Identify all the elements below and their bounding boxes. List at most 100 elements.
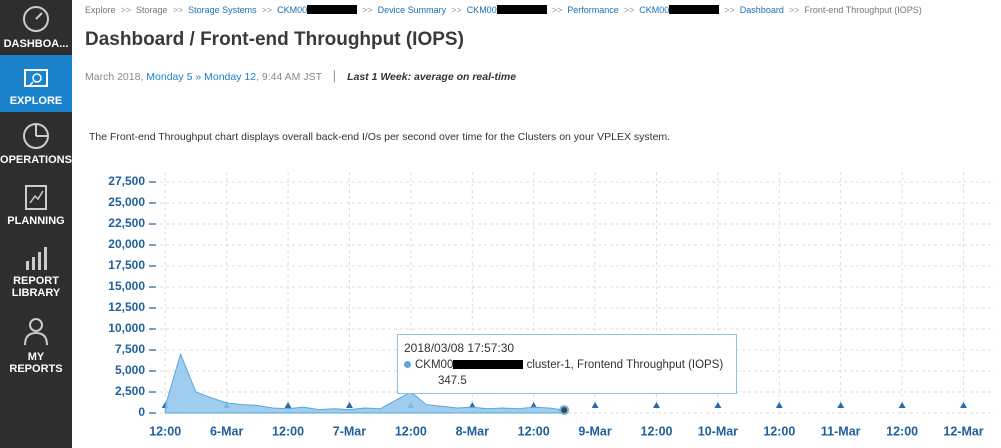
nav-label: DASHBOA...: [3, 38, 69, 50]
tooltip-value: 347.5: [438, 375, 467, 387]
tooltip-dot: [404, 361, 411, 368]
breadcrumb[interactable]: Device Summary: [377, 5, 447, 15]
x-tick-label: 8-Mar: [456, 424, 489, 438]
nav-label: REPORT LIBRARY: [11, 275, 61, 299]
breadcrumb[interactable]: Performance: [567, 5, 619, 15]
x-tick: [714, 402, 722, 408]
nav-label: MY REPORTS: [9, 351, 63, 375]
y-tick-label: 0: [138, 405, 145, 419]
nav-label: PLANNING: [7, 215, 65, 227]
nav-item[interactable]: EXPLORE: [0, 55, 72, 112]
tooltip-device: CKM00: [415, 359, 454, 371]
separator: >>: [261, 5, 273, 15]
y-tick-label: 5,000: [115, 363, 145, 377]
x-tick-label: 12:00: [763, 424, 795, 438]
y-tick-label: 27,500: [108, 174, 145, 188]
x-tick: [284, 402, 292, 408]
separator: >>: [451, 5, 462, 15]
redaction: [669, 5, 720, 14]
period-end[interactable]: Monday 12: [204, 71, 257, 83]
separator: >>: [724, 5, 735, 15]
period-start[interactable]: Monday 5: [146, 71, 193, 83]
tooltip-time: 2018/03/08 17:57:30: [404, 341, 515, 355]
y-tick-label: 7,500: [115, 342, 145, 356]
x-tick-label: 6-Mar: [210, 424, 243, 438]
description: The Front-end Throughput chart displays …: [89, 131, 671, 143]
x-tick: [591, 402, 599, 408]
period-arrow: »: [195, 71, 202, 83]
tooltip: 2018/03/08 17:57:30 CKM00 cluster-1, Fro…: [397, 334, 737, 394]
x-tick-label: 12:00: [149, 424, 181, 438]
x-tick-label: 12:00: [518, 424, 550, 438]
x-tick-label: 10-Mar: [698, 424, 738, 438]
divider: |: [332, 68, 337, 83]
y-tick-label: 10,000: [108, 321, 145, 335]
period-month: March 2018,: [85, 71, 144, 83]
x-tick: [530, 402, 538, 408]
separator: >>: [788, 5, 800, 15]
nav-label: EXPLORE: [9, 95, 63, 107]
breadcrumb: Storage: [136, 5, 168, 15]
sidebar: DASHBOA... EXPLORE OPERATIONS PLANNING R…: [0, 0, 72, 448]
redaction: [453, 360, 524, 369]
breadcrumb: Explore: [85, 5, 116, 15]
page-title: Dashboard / Front-end Throughput (IOPS): [85, 29, 464, 50]
breadcrumbs: Explore >> Storage >> Storage Systems >> CKM00…: [85, 5, 922, 15]
breadcrumb[interactable]: CKM00: [277, 5, 308, 15]
y-tick-label: 2,500: [115, 384, 145, 398]
separator: >>: [120, 5, 132, 15]
y-tick-label: 25,000: [108, 195, 145, 209]
tooltip-series: CKM00 cluster-1, Frontend Throughput (IO…: [404, 359, 723, 371]
breadcrumb[interactable]: Dashboard: [739, 5, 784, 15]
area: [164, 352, 565, 414]
separator: >>: [362, 5, 373, 15]
x-tick-label: 7-Mar: [333, 424, 366, 438]
nav-item[interactable]: OPERATIONS: [0, 122, 72, 166]
x-tick: [775, 402, 783, 408]
x-tick: [898, 402, 906, 408]
x-tick: [960, 402, 968, 408]
x-tick-label: 12:00: [641, 424, 673, 438]
breadcrumb[interactable]: CKM00: [639, 5, 670, 15]
nav-item[interactable]: REPORT LIBRARY: [6, 245, 66, 299]
icon: [26, 247, 47, 270]
icon: [24, 318, 48, 346]
redaction: [307, 5, 358, 14]
y-tick-label: 22,500: [108, 216, 145, 230]
hover-point: [559, 405, 570, 416]
tooltip-series-name: cluster-1, Frontend Throughput (IOPS): [526, 359, 724, 371]
nav-label: OPERATIONS: [0, 154, 72, 166]
x-tick-label: 9-Mar: [578, 424, 611, 438]
nav-item[interactable]: PLANNING: [0, 183, 72, 227]
period: March 2018, Monday 5 » Monday 12, 9:44 A…: [85, 68, 516, 83]
icon: [24, 69, 48, 87]
x-tick: [468, 402, 476, 408]
x-tick-label: 12-Mar: [943, 424, 983, 438]
period-time: , 9:44 AM JST: [256, 71, 322, 83]
x-tick: [837, 402, 845, 408]
breadcrumb[interactable]: CKM00: [466, 5, 497, 15]
x-tick-label: 11-Mar: [821, 424, 861, 438]
nav-item[interactable]: MY REPORTS: [0, 317, 72, 375]
breadcrumb[interactable]: Storage Systems: [188, 5, 257, 15]
icon: [23, 123, 49, 149]
x-tick: [345, 402, 353, 408]
redaction: [496, 5, 547, 14]
x-tick-label: 12:00: [886, 424, 918, 438]
breadcrumb: Front-end Throughput (IOPS): [804, 5, 922, 15]
y-tick-label: 12,500: [108, 300, 145, 314]
nav-item[interactable]: DASHBOA...: [0, 4, 72, 55]
separator: >>: [623, 5, 635, 15]
icon: [23, 6, 49, 32]
icon: [25, 185, 47, 210]
x-tick-label: 12:00: [395, 424, 427, 438]
y-tick-label: 20,000: [108, 237, 145, 251]
period-mode: Last 1 Week: average on real-time: [347, 71, 517, 83]
y-tick-label: 17,500: [108, 258, 145, 272]
x-tick-label: 12:00: [272, 424, 304, 438]
separator: >>: [551, 5, 563, 15]
y-tick-label: 15,000: [108, 279, 145, 293]
separator: >>: [172, 5, 184, 15]
x-tick: [652, 402, 660, 408]
